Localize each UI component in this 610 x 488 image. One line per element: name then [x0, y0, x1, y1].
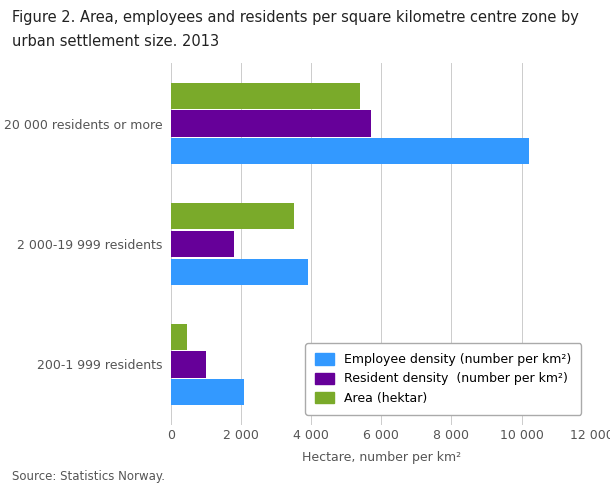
- Bar: [171, 138, 528, 164]
- Bar: [171, 351, 206, 378]
- Bar: [171, 324, 187, 350]
- Text: urban settlement size. 2013: urban settlement size. 2013: [12, 34, 220, 49]
- Bar: [171, 110, 371, 137]
- Bar: [171, 379, 245, 405]
- X-axis label: Hectare, number per km²: Hectare, number per km²: [302, 451, 461, 464]
- Legend: Employee density (number per km²), Resident density  (number per km²), Area (hek: Employee density (number per km²), Resid…: [305, 343, 581, 415]
- Bar: [171, 83, 360, 109]
- Bar: [171, 259, 307, 285]
- Text: Figure 2. Area, employees and residents per square kilometre centre zone by: Figure 2. Area, employees and residents …: [12, 10, 579, 25]
- Bar: [171, 231, 234, 257]
- Bar: [171, 203, 293, 229]
- Text: Source: Statistics Norway.: Source: Statistics Norway.: [12, 470, 165, 483]
